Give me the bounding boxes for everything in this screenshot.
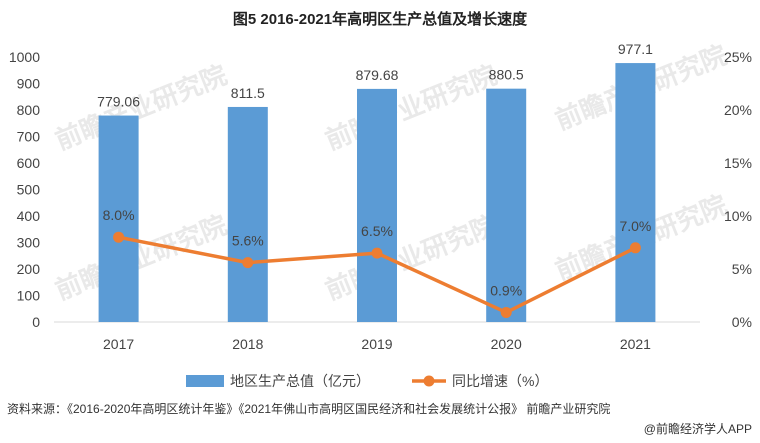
bar-series [98,63,656,323]
source-note: 资料来源：《2016-2020年高明区统计年鉴》《2021年佛山市高明区国民经济… [7,402,611,416]
x-category-label: 2019 [361,336,392,352]
line-value-labels: 8.0% 5.6% 6.5% 0.9% 7.0% [103,207,652,298]
legend-line-label: 同比增速（%） [452,373,548,389]
y-right-tick-label: 5% [732,261,752,277]
watermark-text: 前瞻产业研究院 [321,60,501,156]
x-axis-categories: 2017 2018 2019 2020 2021 [103,336,651,352]
y-left-tick-label: 500 [17,182,41,198]
y-left-tick-label: 300 [17,235,41,251]
growth-point [500,306,512,318]
bar [486,88,527,322]
chart-title: 图5 2016-2021年高明区生产总值及增长速度 [233,10,528,28]
bar-value-label: 977.1 [618,41,653,57]
growth-value-label: 7.0% [619,218,651,234]
bar-value-label: 779.06 [97,94,140,110]
y-left-tick-label: 600 [17,155,41,171]
brand-credit: @前瞻经济学人APP [643,422,752,436]
growth-value-label: 0.9% [490,282,522,298]
y-left-tick-label: 400 [17,208,41,224]
bar-value-label: 811.5 [231,85,265,101]
growth-point [371,247,383,259]
bar [357,88,397,323]
line-series [113,231,641,318]
watermark-text: 前瞻产业研究院 [51,210,231,306]
y-left-tick-label: 800 [17,102,41,118]
y-right-tick-label: 25% [724,49,752,65]
bar [615,63,656,322]
watermark-text: 前瞻产业研究院 [321,210,501,306]
growth-point [242,257,254,269]
legend-line-marker [423,375,435,387]
y-right-tick-label: 20% [724,102,752,118]
bar-value-label: 879.68 [356,67,399,83]
y-right-tick-label: 15% [724,155,752,171]
bar [227,106,268,322]
growth-value-label: 5.6% [232,233,264,249]
x-category-label: 2021 [620,336,651,352]
legend-bar-label: 地区生产总值（亿元） [230,373,370,389]
growth-point [629,242,641,254]
y-left-tick-label: 0 [32,314,40,330]
y-left-tick-label: 700 [17,129,41,145]
y-left-tick-label: 200 [17,261,41,277]
x-category-label: 2018 [232,336,263,352]
growth-value-label: 6.5% [361,223,393,239]
growth-value-label: 8.0% [103,207,135,223]
growth-point [113,231,125,243]
bar [98,115,139,322]
y-left-tick-label: 1000 [9,49,40,65]
x-category-label: 2020 [491,336,522,352]
legend: 地区生产总值（亿元） 同比增速（%） [186,373,548,389]
y-right-tick-label: 10% [724,208,752,224]
y-right-tick-label: 0% [732,314,752,330]
y-left-tick-label: 100 [17,288,41,304]
bar-value-labels: 779.06 811.5 879.68 880.5 977.1 [97,41,653,109]
y-axis-left: 0 100 200 300 400 500 600 700 800 900 1000 [9,49,40,330]
y-axis-right: 0% 5% 10% 15% 20% 25% [724,49,752,330]
bar-value-label: 880.5 [489,67,524,83]
watermark-text: 前瞻产业研究院 [51,60,231,156]
y-left-tick-label: 900 [17,76,41,92]
legend-bar-swatch [186,375,224,387]
x-category-label: 2017 [103,336,134,352]
